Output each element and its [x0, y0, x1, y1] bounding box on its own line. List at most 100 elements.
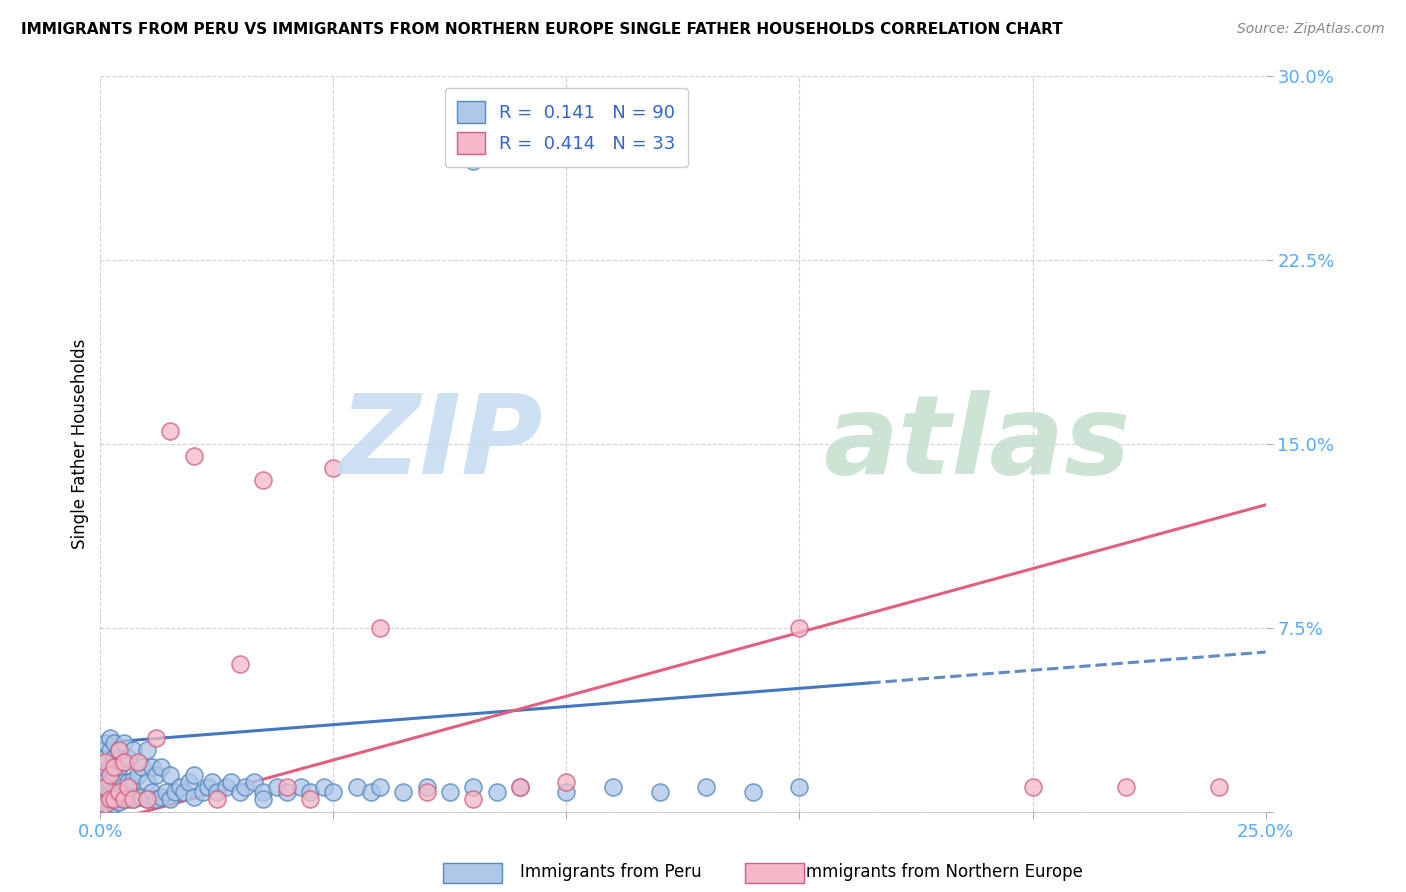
Point	[463, 154, 485, 169]
Point	[183, 449, 205, 463]
Point	[252, 785, 274, 799]
Point	[322, 461, 344, 475]
Point	[509, 780, 531, 794]
Point	[98, 792, 121, 806]
Point	[108, 743, 131, 757]
Point	[368, 780, 391, 794]
Point	[191, 785, 214, 799]
Point	[299, 785, 322, 799]
Point	[103, 736, 125, 750]
Point	[276, 780, 298, 794]
Point	[183, 789, 205, 804]
Point	[509, 780, 531, 794]
Point	[648, 785, 671, 799]
Point	[98, 785, 121, 799]
Text: Source: ZipAtlas.com: Source: ZipAtlas.com	[1237, 22, 1385, 37]
Point	[1115, 780, 1137, 794]
Point	[94, 750, 117, 764]
Point	[94, 802, 117, 816]
Text: Immigrants from Peru: Immigrants from Peru	[520, 863, 702, 881]
Point	[252, 792, 274, 806]
Point	[103, 760, 125, 774]
Point	[392, 785, 415, 799]
Point	[112, 792, 135, 806]
Point	[112, 756, 135, 770]
Point	[94, 785, 117, 799]
Point	[205, 792, 228, 806]
Point	[197, 780, 219, 794]
Point	[360, 785, 382, 799]
Point	[215, 780, 238, 794]
Point	[127, 789, 149, 804]
Point	[98, 799, 121, 814]
Point	[98, 743, 121, 757]
Point	[103, 792, 125, 806]
Point	[108, 743, 131, 757]
Point	[555, 785, 578, 799]
Point	[98, 731, 121, 745]
Point	[463, 792, 485, 806]
Point	[163, 785, 186, 799]
Point	[415, 780, 437, 794]
Point	[485, 785, 508, 799]
Point	[368, 620, 391, 634]
Point	[112, 775, 135, 789]
Point	[117, 775, 139, 789]
Point	[439, 785, 461, 799]
Point	[122, 743, 145, 757]
Legend: R =  0.141   N = 90, R =  0.414   N = 33: R = 0.141 N = 90, R = 0.414 N = 33	[444, 88, 688, 167]
Point	[145, 731, 167, 745]
Point	[145, 792, 167, 806]
Point	[149, 760, 172, 774]
Point	[1021, 780, 1043, 794]
Point	[219, 775, 242, 789]
Point	[205, 785, 228, 799]
Point	[555, 775, 578, 789]
Point	[141, 785, 163, 799]
Point	[463, 780, 485, 794]
Point	[155, 785, 177, 799]
Point	[233, 780, 256, 794]
Point	[94, 797, 117, 812]
Point	[112, 756, 135, 770]
Point	[322, 785, 344, 799]
Point	[136, 792, 159, 806]
Point	[98, 768, 121, 782]
Point	[136, 743, 159, 757]
Point	[122, 792, 145, 806]
Point	[177, 775, 200, 789]
Point	[229, 785, 252, 799]
Point	[94, 756, 117, 770]
Point	[173, 785, 195, 799]
Point	[98, 792, 121, 806]
Point	[94, 780, 117, 794]
Point	[243, 775, 266, 789]
Point	[159, 792, 181, 806]
Point	[117, 780, 139, 794]
Text: Immigrants from Northern Europe: Immigrants from Northern Europe	[801, 863, 1083, 881]
Point	[136, 775, 159, 789]
Point	[789, 780, 811, 794]
Point	[127, 768, 149, 782]
Point	[103, 750, 125, 764]
Point	[276, 785, 298, 799]
Point	[98, 775, 121, 789]
Point	[131, 760, 153, 774]
Point	[98, 760, 121, 774]
Point	[695, 780, 717, 794]
Point	[312, 780, 335, 794]
Point	[266, 780, 288, 794]
Point	[346, 780, 368, 794]
Point	[117, 750, 139, 764]
Point	[145, 768, 167, 782]
Point	[136, 792, 159, 806]
Point	[94, 736, 117, 750]
Point	[94, 792, 117, 806]
Point	[141, 760, 163, 774]
Point	[290, 780, 312, 794]
Point	[122, 772, 145, 787]
Point	[94, 780, 117, 794]
Point	[169, 780, 191, 794]
Point	[789, 620, 811, 634]
Point	[108, 780, 131, 794]
